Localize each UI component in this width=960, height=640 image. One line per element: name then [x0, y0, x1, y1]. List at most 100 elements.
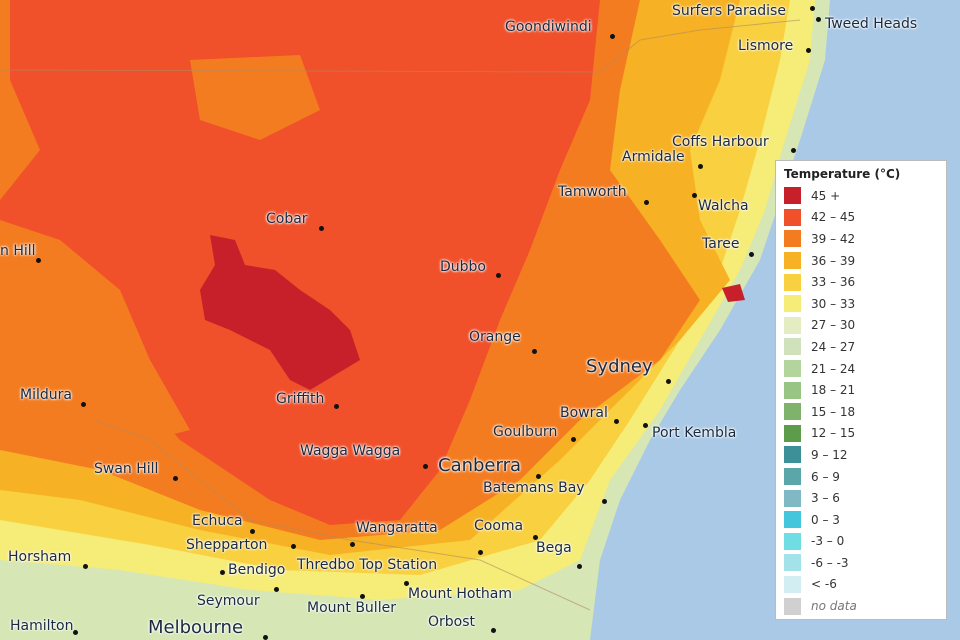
place-marker[interactable]	[220, 570, 225, 575]
legend-item: no data	[784, 595, 938, 617]
legend-swatch	[784, 575, 801, 593]
place-marker[interactable]	[602, 499, 607, 504]
legend-item: 36 – 39	[784, 250, 938, 272]
legend-swatch	[784, 338, 801, 356]
place-label: Griffith	[276, 391, 325, 407]
legend-swatch	[784, 446, 801, 464]
place-label: Goondiwindi	[505, 19, 592, 35]
place-label: Surfers Paradise	[672, 3, 786, 19]
legend-label: 12 – 15	[811, 426, 856, 441]
place-label: Mount Buller	[307, 600, 396, 616]
place-marker[interactable]	[610, 34, 615, 39]
place-label: Tamworth	[558, 184, 627, 200]
place-marker[interactable]	[614, 419, 619, 424]
legend-item: 39 – 42	[784, 228, 938, 250]
place-marker[interactable]	[404, 581, 409, 586]
place-marker[interactable]	[577, 564, 582, 569]
legend-item: -3 – 0	[784, 531, 938, 553]
place-label: Hamilton	[10, 618, 74, 634]
place-label: Walcha	[698, 198, 749, 214]
place-marker[interactable]	[491, 628, 496, 633]
legend-label: 42 – 45	[811, 210, 856, 225]
place-marker[interactable]	[666, 379, 671, 384]
legend-title: Temperature (°C)	[784, 167, 901, 181]
legend-item: -6 – -3	[784, 552, 938, 574]
legend-label: -3 – 0	[811, 534, 845, 549]
legend-item: 24 – 27	[784, 336, 938, 358]
legend-label: 6 – 9	[811, 469, 840, 484]
legend-item: 15 – 18	[784, 401, 938, 423]
legend-swatch	[784, 468, 801, 486]
legend-label: 36 – 39	[811, 253, 856, 268]
place-marker[interactable]	[536, 474, 541, 479]
place-marker[interactable]	[816, 17, 821, 22]
place-marker[interactable]	[692, 193, 697, 198]
legend-swatch	[784, 230, 801, 248]
legend-label: 9 – 12	[811, 447, 848, 462]
zone-39-42-north	[190, 55, 320, 140]
place-label: Tweed Heads	[825, 16, 918, 32]
place-label: n Hill	[0, 243, 36, 259]
place-marker[interactable]	[791, 148, 796, 153]
place-label: Sydney	[586, 356, 653, 377]
place-marker[interactable]	[571, 437, 576, 442]
place-marker[interactable]	[36, 258, 41, 263]
place-marker[interactable]	[250, 529, 255, 534]
legend-swatch	[784, 360, 801, 378]
place-marker[interactable]	[73, 630, 78, 635]
place-marker[interactable]	[423, 464, 428, 469]
place-marker[interactable]	[810, 6, 815, 11]
place-marker[interactable]	[806, 48, 811, 53]
place-marker[interactable]	[496, 273, 501, 278]
place-marker[interactable]	[291, 544, 296, 549]
place-label: Swan Hill	[94, 461, 159, 477]
legend-swatch	[784, 511, 801, 529]
legend-label: < -6	[811, 577, 837, 592]
legend-label: 0 – 3	[811, 512, 840, 527]
place-marker[interactable]	[173, 476, 178, 481]
legend-swatch	[784, 424, 801, 442]
legend-label: 18 – 21	[811, 383, 856, 398]
legend-item: 21 – 24	[784, 358, 938, 380]
place-marker[interactable]	[644, 200, 649, 205]
place-marker[interactable]	[478, 550, 483, 555]
legend-label: 3 – 6	[811, 491, 840, 506]
place-label: Thredbo Top Station	[297, 557, 438, 573]
place-marker[interactable]	[360, 594, 365, 599]
place-marker[interactable]	[350, 542, 355, 547]
place-marker[interactable]	[83, 564, 88, 569]
place-marker[interactable]	[263, 635, 268, 640]
place-marker[interactable]	[643, 423, 648, 428]
place-label: Canberra	[438, 455, 522, 476]
place-label: Orange	[469, 329, 521, 345]
place-marker[interactable]	[81, 402, 86, 407]
legend-item: 9 – 12	[784, 444, 938, 466]
place-marker[interactable]	[334, 404, 339, 409]
place-label: Lismore	[738, 38, 794, 54]
legend-swatch	[784, 381, 801, 399]
place-label: Port Kembla	[652, 425, 737, 441]
legend-swatch	[784, 208, 801, 226]
place-label: Orbost	[428, 614, 476, 630]
legend-item: 27 – 30	[784, 315, 938, 337]
place-marker[interactable]	[532, 349, 537, 354]
legend-swatch	[784, 597, 801, 615]
place-marker[interactable]	[319, 226, 324, 231]
legend-label: 33 – 36	[811, 275, 856, 290]
place-marker[interactable]	[274, 587, 279, 592]
legend-label: 39 – 42	[811, 231, 856, 246]
place-label: Wagga Wagga	[300, 443, 401, 459]
legend-swatch	[784, 316, 801, 334]
legend-label: 30 – 33	[811, 296, 856, 311]
place-label: Coffs Harbour	[672, 134, 769, 150]
legend-swatch	[784, 252, 801, 270]
place-marker[interactable]	[698, 164, 703, 169]
place-marker[interactable]	[533, 535, 538, 540]
legend-label: 15 – 18	[811, 404, 856, 419]
place-label: Batemans Bay	[483, 480, 585, 496]
legend-swatch	[784, 532, 801, 550]
zone-39-42-west	[0, 220, 190, 440]
place-marker[interactable]	[749, 252, 754, 257]
legend-swatch	[784, 273, 801, 291]
